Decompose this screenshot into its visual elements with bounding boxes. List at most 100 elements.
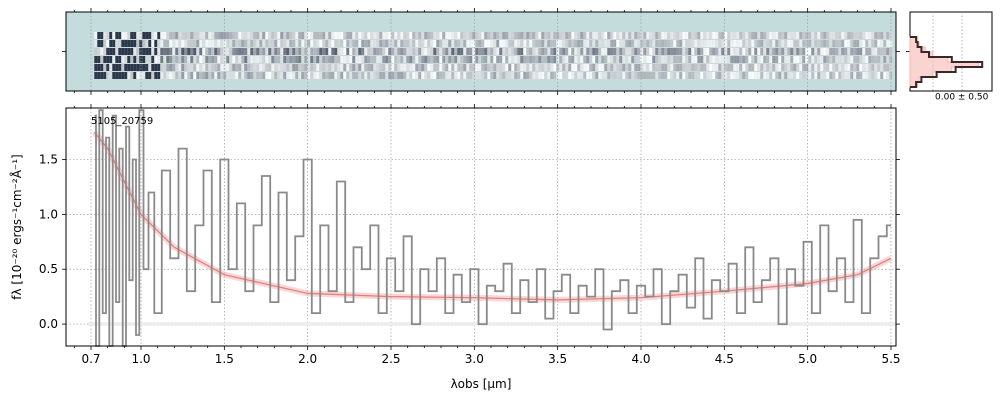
heatmap-cell — [589, 48, 593, 55]
heatmap-cell — [202, 64, 206, 71]
heatmap-cell — [727, 56, 731, 63]
heatmap-cell — [724, 40, 728, 47]
heatmap-cell — [859, 72, 863, 79]
heatmap-cell — [793, 72, 797, 79]
heatmap-cell — [421, 48, 425, 55]
heatmap-cell — [199, 56, 203, 63]
heatmap-cell — [706, 32, 710, 39]
heatmap-cell — [574, 72, 578, 79]
heatmap-cell — [469, 72, 473, 79]
heatmap-cell — [106, 64, 110, 71]
heatmap-cell — [253, 56, 257, 63]
heatmap-cell — [301, 48, 305, 55]
heatmap-cell — [427, 48, 431, 55]
x-axis-label: λobs [μm] — [451, 377, 512, 391]
heatmap-cell — [595, 48, 599, 55]
heatmap-cell — [838, 40, 842, 47]
heatmap-cell — [748, 56, 752, 63]
heatmap-cell — [604, 72, 608, 79]
heatmap-cell — [556, 56, 560, 63]
heatmap-cell — [337, 56, 341, 63]
heatmap-cell — [364, 56, 368, 63]
heatmap-cell — [715, 40, 719, 47]
heatmap-cell — [817, 72, 821, 79]
heatmap-cell — [571, 72, 575, 79]
heatmap-cell — [466, 56, 470, 63]
heatmap-cell — [109, 48, 113, 55]
heatmap-cell — [379, 64, 383, 71]
heatmap-cell — [106, 40, 110, 47]
heatmap-cell — [547, 64, 551, 71]
heatmap-cell — [709, 32, 713, 39]
heatmap-cell — [682, 48, 686, 55]
heatmap-cell — [616, 40, 620, 47]
heatmap-cell — [256, 32, 260, 39]
heatmap-cell — [262, 48, 266, 55]
heatmap-cell — [640, 56, 644, 63]
heatmap-cell — [97, 40, 101, 47]
heatmap-cell — [289, 32, 293, 39]
heatmap-cell — [277, 72, 281, 79]
heatmap-cell — [520, 32, 524, 39]
heatmap-cell — [217, 64, 221, 71]
heatmap-cell — [796, 48, 800, 55]
heatmap-cell — [802, 56, 806, 63]
heatmap-cell — [760, 64, 764, 71]
heatmap-cell — [202, 40, 206, 47]
heatmap-cell — [133, 72, 137, 79]
heatmap-cell — [544, 56, 548, 63]
heatmap-cell — [313, 32, 317, 39]
heatmap-cell — [250, 56, 254, 63]
heatmap-cell — [673, 72, 677, 79]
heatmap-cell — [760, 48, 764, 55]
heatmap-cell — [550, 40, 554, 47]
heatmap-cell — [730, 48, 734, 55]
heatmap-cell — [193, 72, 197, 79]
heatmap-cell — [487, 56, 491, 63]
heatmap-cell — [304, 56, 308, 63]
heatmap-cell — [196, 40, 200, 47]
heatmap-cell — [220, 56, 224, 63]
heatmap-cell — [541, 64, 545, 71]
heatmap-cell — [322, 32, 326, 39]
heatmap-cell — [424, 64, 428, 71]
heatmap-cell — [253, 48, 257, 55]
heatmap-cell — [808, 56, 812, 63]
heatmap-cell — [220, 32, 224, 39]
heatmap-cell — [862, 72, 866, 79]
heatmap-cell — [274, 72, 278, 79]
heatmap-cell — [220, 40, 224, 47]
heatmap-cell — [415, 40, 419, 47]
heatmap-cell — [421, 64, 425, 71]
heatmap-cell — [502, 64, 506, 71]
heatmap-cell — [394, 56, 398, 63]
heatmap-cell — [373, 72, 377, 79]
heatmap-cell — [808, 72, 812, 79]
heatmap-cell — [736, 64, 740, 71]
heatmap-cell — [121, 72, 125, 79]
heatmap-cell — [691, 56, 695, 63]
heatmap-cell — [820, 32, 824, 39]
heatmap-cell — [469, 32, 473, 39]
heatmap-cell — [526, 32, 530, 39]
heatmap-cell — [586, 72, 590, 79]
heatmap-cell — [547, 40, 551, 47]
heatmap-cell — [823, 48, 827, 55]
heatmap-cell — [757, 56, 761, 63]
heatmap-cell — [400, 32, 404, 39]
heatmap-cell — [115, 56, 119, 63]
heatmap-cell — [322, 48, 326, 55]
heatmap-cell — [370, 48, 374, 55]
heatmap-cell — [367, 32, 371, 39]
heatmap-cell — [280, 40, 284, 47]
heatmap-cell — [814, 72, 818, 79]
heatmap-cell — [454, 48, 458, 55]
heatmap-cell — [790, 56, 794, 63]
profile-panel: 0.00 ± 0.50 — [906, 11, 993, 103]
heatmap-cell — [178, 64, 182, 71]
heatmap-cell — [448, 64, 452, 71]
heatmap-cell — [412, 64, 416, 71]
heatmap-cell — [874, 32, 878, 39]
heatmap-cell — [262, 40, 266, 47]
heatmap-cell — [304, 40, 308, 47]
